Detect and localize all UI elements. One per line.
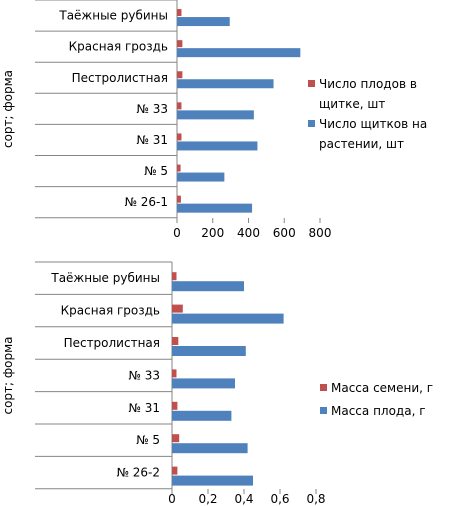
legend-label: Масса семени, г xyxy=(331,381,433,395)
category-label: № 5 xyxy=(144,164,168,178)
bar-series-1 xyxy=(172,434,180,443)
y-axis-title: сорт; форма xyxy=(1,70,15,148)
legend-label-line: щитке, шт xyxy=(319,97,385,111)
category-label: № 31 xyxy=(136,133,168,147)
category-label: Красная гроздь xyxy=(69,40,168,54)
legend-label: Масса плода, г xyxy=(331,404,426,418)
x-tick-label: 0,6 xyxy=(270,492,289,506)
legend-label-line: Число плодов в xyxy=(319,77,417,91)
x-tick-label: 0 xyxy=(173,226,181,240)
category-label: Красная гроздь xyxy=(61,304,160,318)
bar-series-2 xyxy=(172,410,232,421)
x-tick-label: 200 xyxy=(201,226,224,240)
category-label: № 31 xyxy=(128,401,160,415)
bar-series-2 xyxy=(177,203,253,213)
bar-series-2 xyxy=(177,48,301,58)
bar-series-2 xyxy=(177,172,225,182)
category-label: № 33 xyxy=(136,102,168,116)
x-tick-label: 400 xyxy=(237,226,260,240)
bar-series-1 xyxy=(172,337,179,345)
category-label: Пестролистная xyxy=(72,71,168,85)
legend-swatch xyxy=(308,120,315,127)
bar-series-2 xyxy=(172,443,248,454)
category-label: Таёжные рубины xyxy=(58,9,168,23)
bar-series-1 xyxy=(172,304,183,313)
bar-series-1 xyxy=(172,466,178,475)
legend-label-line: Число щитков на xyxy=(319,117,427,131)
bar-series-1 xyxy=(177,9,182,17)
legend-swatch xyxy=(320,407,327,414)
bar-series-2 xyxy=(172,378,235,389)
legend-label: Число щитков на растении, шт xyxy=(319,117,427,151)
category-label: № 26-1 xyxy=(124,195,168,209)
x-tick-label: 0,4 xyxy=(234,492,253,506)
category-label: № 33 xyxy=(128,368,160,382)
bar-series-1 xyxy=(177,102,182,110)
legend-swatch xyxy=(320,384,327,391)
bar-series-2 xyxy=(177,79,274,89)
bar-series-2 xyxy=(177,141,258,151)
bar-series-1 xyxy=(177,40,183,48)
x-tick-label: 0,2 xyxy=(198,492,217,506)
bar-series-1 xyxy=(177,164,181,172)
bar-series-1 xyxy=(172,401,178,410)
x-tick-label: 800 xyxy=(309,226,332,240)
legend-label: Число плодов в щитке, шт xyxy=(319,77,417,111)
bar-series-2 xyxy=(177,110,254,120)
legend-label-line: Масса плода, г xyxy=(331,404,426,418)
category-label: Таёжные рубины xyxy=(50,271,160,285)
x-tick-label: 0 xyxy=(168,492,176,506)
bar-series-2 xyxy=(172,475,253,486)
x-tick-label: 600 xyxy=(273,226,296,240)
x-tick-label: 0,8 xyxy=(306,492,325,506)
bar-series-1 xyxy=(177,195,181,203)
category-label: № 5 xyxy=(136,433,160,447)
category-label: Пестролистная xyxy=(64,336,160,350)
bar-series-1 xyxy=(172,272,177,281)
bar-series-1 xyxy=(172,369,177,378)
legend-label-line: растении, шт xyxy=(319,137,404,151)
bar-series-1 xyxy=(177,133,182,141)
bar-series-2 xyxy=(172,313,284,324)
y-axis-title: сорт; форма xyxy=(1,336,15,414)
bar-series-2 xyxy=(172,346,246,356)
bar-series-2 xyxy=(172,281,244,292)
legend-swatch xyxy=(308,80,315,87)
category-label: № 26-2 xyxy=(116,466,160,480)
legend-label-line: Масса семени, г xyxy=(331,381,433,395)
bar-series-1 xyxy=(177,71,183,79)
bar-series-2 xyxy=(177,17,230,27)
